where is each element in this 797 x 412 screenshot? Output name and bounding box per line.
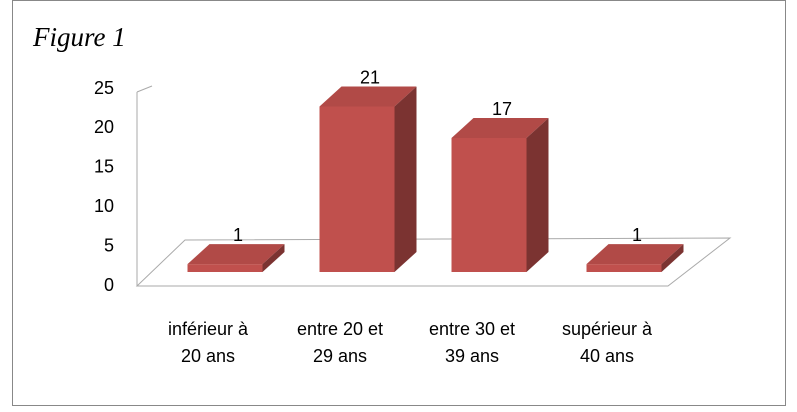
bar-top xyxy=(187,244,285,265)
bar-front xyxy=(586,264,662,272)
x-tick-label: 20 ans xyxy=(181,346,235,366)
bar xyxy=(451,118,549,272)
floor xyxy=(135,237,732,287)
bar-side xyxy=(661,244,684,272)
x-tick-label: entre 30 et xyxy=(429,319,515,339)
bar xyxy=(586,244,684,272)
y-tick-label: 15 xyxy=(94,157,114,177)
bar-side xyxy=(526,118,549,272)
bar xyxy=(187,244,285,272)
bar-side xyxy=(262,244,285,272)
bar xyxy=(319,86,417,273)
bar-front xyxy=(319,106,395,273)
data-label: 1 xyxy=(632,225,642,245)
y-tick-label: 10 xyxy=(94,196,114,216)
y-tick-label: 0 xyxy=(104,275,114,295)
data-label: 1 xyxy=(233,225,243,245)
y-tick-label: 20 xyxy=(94,117,114,137)
x-tick-label: entre 20 et xyxy=(297,319,383,339)
x-tick-label: 40 ans xyxy=(580,346,634,366)
bar-side xyxy=(394,86,417,273)
x-tick-label: supérieur à xyxy=(562,319,653,339)
bar-front xyxy=(187,264,263,272)
bar-front xyxy=(451,138,527,272)
data-label: 17 xyxy=(492,99,512,119)
bar-top xyxy=(319,86,417,107)
x-tick-label: inférieur à xyxy=(168,319,249,339)
wall xyxy=(136,85,153,93)
x-tick-label: 39 ans xyxy=(445,346,499,366)
data-label: 21 xyxy=(360,67,380,87)
bar-top xyxy=(586,244,684,265)
chart-title: Figure 1 xyxy=(32,22,126,52)
x-tick-label: 29 ans xyxy=(313,346,367,366)
y-tick-label: 5 xyxy=(104,235,114,255)
bar-top xyxy=(451,118,549,139)
y-tick-label: 25 xyxy=(94,78,114,98)
